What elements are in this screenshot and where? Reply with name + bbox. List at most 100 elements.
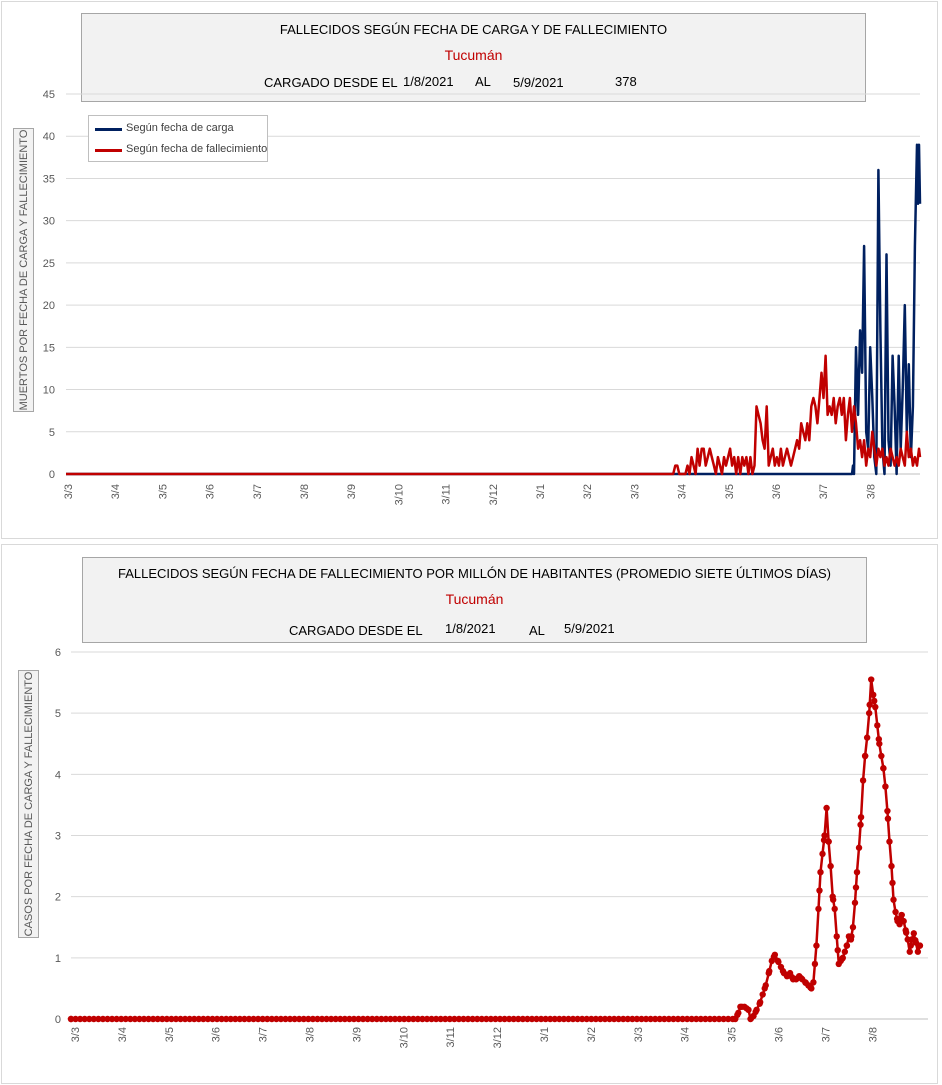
data-point <box>464 1015 472 1023</box>
data-point <box>592 1015 600 1023</box>
data-point <box>510 1015 517 1023</box>
data-point <box>756 1000 763 1007</box>
data-point <box>831 905 838 913</box>
data-point <box>745 1006 752 1014</box>
data-point <box>113 1015 120 1023</box>
data-point <box>771 951 779 958</box>
x-tick-label: 3/4 <box>117 1027 129 1042</box>
data-point <box>145 1015 152 1023</box>
series-line-0 <box>71 678 922 1021</box>
data-point <box>528 1015 536 1023</box>
data-point <box>583 1015 590 1023</box>
data-point <box>624 1015 631 1023</box>
data-point <box>768 957 776 965</box>
legend-label-carga: Según fecha de carga <box>126 122 234 134</box>
data-point <box>533 1015 540 1023</box>
chart2-from-date: 1/8/2021 <box>445 621 496 636</box>
data-point <box>273 1015 280 1023</box>
data-point <box>813 942 820 949</box>
data-point <box>880 765 887 772</box>
data-point <box>816 887 823 894</box>
series-0-group <box>66 143 922 476</box>
data-point <box>878 752 885 760</box>
data-point <box>898 911 905 919</box>
data-point <box>496 1015 504 1023</box>
data-point <box>264 1015 271 1023</box>
data-point <box>821 832 828 839</box>
data-point <box>168 1015 175 1023</box>
y-tick-label: 5 <box>49 427 55 439</box>
data-point <box>442 1015 449 1023</box>
chart1-from-date: 1/8/2021 <box>403 74 454 89</box>
data-point <box>578 1015 586 1023</box>
data-point <box>127 1015 134 1023</box>
data-point <box>455 1015 463 1023</box>
series-1-group <box>66 354 922 476</box>
data-point <box>889 879 896 887</box>
data-point <box>679 1015 686 1023</box>
data-point <box>446 1015 454 1023</box>
data-point <box>810 979 817 986</box>
data-point <box>355 1015 362 1023</box>
data-point <box>759 991 766 998</box>
data-point <box>843 942 851 949</box>
data-point <box>827 862 834 870</box>
data-point <box>852 884 860 891</box>
data-point <box>159 1015 166 1023</box>
data-point <box>487 1015 495 1023</box>
x-tick-label: 3/3 <box>70 1027 82 1042</box>
data-point <box>774 957 782 965</box>
x-tick-label: 3/4 <box>677 484 689 499</box>
x-tick-label: 3/10 <box>398 1027 410 1048</box>
data-point <box>574 1015 581 1023</box>
chart2-to-date: 5/9/2021 <box>564 621 615 636</box>
data-point <box>327 1015 335 1023</box>
data-point <box>777 963 785 971</box>
data-point <box>200 1015 207 1023</box>
data-point <box>108 1015 116 1023</box>
data-point <box>556 1015 563 1023</box>
x-tick-label: 3/8 <box>299 484 311 499</box>
data-point <box>410 1015 417 1023</box>
data-point <box>95 1015 102 1023</box>
data-point <box>236 1015 244 1023</box>
data-point <box>874 722 881 729</box>
data-point <box>90 1015 98 1023</box>
series-0-group <box>67 676 924 1023</box>
data-point <box>245 1015 253 1023</box>
x-tick-label: 3/8 <box>867 1027 879 1042</box>
data-point <box>857 821 864 828</box>
data-point <box>396 1015 403 1023</box>
x-tick-label: 3/3 <box>629 484 641 499</box>
data-point <box>560 1015 568 1023</box>
data-point <box>387 1015 394 1023</box>
data-point <box>656 1015 663 1023</box>
x-tick-label: 3/5 <box>727 1027 739 1042</box>
data-point <box>209 1015 216 1023</box>
data-point <box>665 1015 673 1023</box>
data-point <box>765 969 772 977</box>
data-point <box>369 1015 376 1023</box>
x-tick-label: 3/5 <box>157 484 169 499</box>
data-point <box>432 1015 440 1023</box>
data-point <box>451 1015 458 1023</box>
chart1-title: FALLECIDOS SEGÚN FECHA DE CARGA Y DE FAL… <box>279 22 668 37</box>
x-tick-label: 3/2 <box>582 484 594 499</box>
data-point <box>683 1015 691 1023</box>
data-point <box>872 703 879 711</box>
x-tick-label: 3/7 <box>818 484 830 499</box>
chart2-title-box: FALLECIDOS SEGÚN FECHA DE FALLECIMIENTO … <box>82 557 867 643</box>
data-point <box>629 1015 636 1023</box>
data-point <box>715 1015 723 1023</box>
data-point <box>104 1015 111 1023</box>
legend-line-fallecimiento <box>95 149 122 152</box>
data-point <box>405 1015 412 1023</box>
data-point <box>732 1015 739 1023</box>
data-point <box>241 1015 248 1023</box>
data-point <box>834 946 841 954</box>
chart1-subtitle: Tucumán <box>444 47 503 63</box>
y-tick-label: 35 <box>43 173 55 185</box>
data-point <box>469 1015 476 1023</box>
data-point <box>460 1015 467 1023</box>
data-point <box>149 1015 157 1023</box>
